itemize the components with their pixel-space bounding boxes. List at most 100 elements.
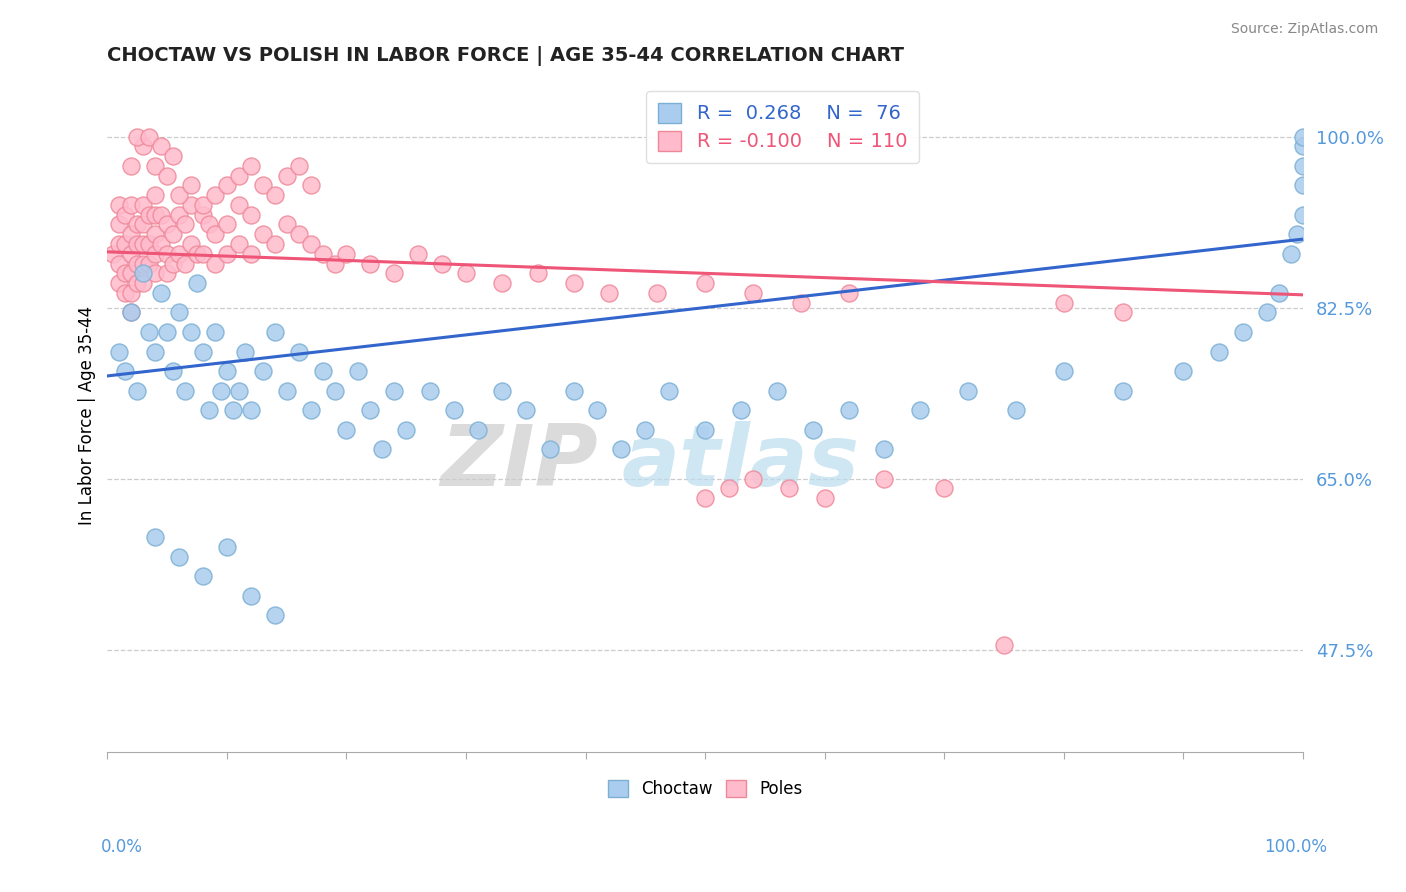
Point — [263, 608, 285, 623]
Point — [765, 384, 787, 398]
Point — [443, 403, 465, 417]
Point — [132, 276, 155, 290]
Point — [114, 208, 136, 222]
Point — [1292, 129, 1315, 144]
Point — [215, 247, 238, 261]
Point — [222, 403, 245, 417]
Legend: Choctaw, Poles: Choctaw, Poles — [600, 773, 808, 805]
Point — [204, 256, 226, 270]
Point — [143, 344, 166, 359]
Point — [645, 285, 668, 300]
Point — [382, 384, 405, 398]
Point — [610, 442, 633, 457]
Text: ZIP: ZIP — [440, 421, 598, 504]
Point — [910, 403, 932, 417]
Point — [127, 384, 149, 398]
Point — [934, 481, 956, 495]
Point — [127, 276, 149, 290]
Point — [162, 149, 184, 163]
Point — [693, 276, 716, 290]
Point — [1256, 305, 1278, 319]
Point — [114, 364, 136, 378]
Point — [191, 344, 214, 359]
Point — [167, 247, 190, 261]
Point — [1112, 384, 1135, 398]
Point — [467, 423, 489, 437]
Point — [239, 589, 262, 603]
Y-axis label: In Labor Force | Age 35-44: In Labor Force | Age 35-44 — [79, 305, 96, 524]
Point — [598, 285, 620, 300]
Point — [838, 403, 860, 417]
Point — [239, 403, 262, 417]
Point — [108, 198, 131, 212]
Point — [1292, 178, 1315, 193]
Point — [717, 481, 740, 495]
Point — [233, 344, 256, 359]
Point — [162, 364, 184, 378]
Point — [873, 442, 896, 457]
Point — [114, 237, 136, 252]
Point — [359, 256, 381, 270]
Point — [167, 305, 190, 319]
Point — [454, 266, 477, 280]
Point — [287, 344, 309, 359]
Point — [515, 403, 537, 417]
Point — [395, 423, 418, 437]
Point — [299, 178, 322, 193]
Point — [382, 266, 405, 280]
Point — [263, 325, 285, 339]
Point — [215, 364, 238, 378]
Point — [406, 247, 429, 261]
Point — [120, 198, 142, 212]
Point — [263, 188, 285, 202]
Point — [120, 227, 142, 242]
Point — [198, 218, 221, 232]
Point — [132, 266, 155, 280]
Point — [789, 295, 811, 310]
Point — [120, 305, 142, 319]
Text: CHOCTAW VS POLISH IN LABOR FORCE | AGE 35-44 CORRELATION CHART: CHOCTAW VS POLISH IN LABOR FORCE | AGE 3… — [107, 46, 904, 66]
Point — [108, 256, 131, 270]
Point — [150, 285, 173, 300]
Point — [204, 188, 226, 202]
Point — [562, 276, 585, 290]
Point — [371, 442, 394, 457]
Point — [1208, 344, 1230, 359]
Point — [156, 169, 179, 183]
Point — [143, 208, 166, 222]
Point — [127, 218, 149, 232]
Point — [198, 403, 221, 417]
Point — [335, 247, 357, 261]
Point — [801, 423, 824, 437]
Point — [658, 384, 681, 398]
Text: 0.0%: 0.0% — [101, 838, 143, 855]
Point — [191, 198, 214, 212]
Point — [239, 247, 262, 261]
Point — [127, 129, 149, 144]
Point — [1053, 295, 1076, 310]
Point — [138, 208, 160, 222]
Point — [191, 208, 214, 222]
Point — [174, 384, 197, 398]
Point — [1232, 325, 1254, 339]
Point — [730, 403, 752, 417]
Point — [252, 227, 274, 242]
Point — [108, 237, 131, 252]
Point — [150, 139, 173, 153]
Point — [132, 256, 155, 270]
Point — [138, 256, 160, 270]
Point — [1268, 285, 1291, 300]
Point — [347, 364, 370, 378]
Point — [127, 237, 149, 252]
Point — [276, 218, 298, 232]
Point — [228, 198, 250, 212]
Point — [132, 218, 155, 232]
Point — [491, 384, 513, 398]
Point — [150, 237, 173, 252]
Point — [1292, 208, 1315, 222]
Point — [103, 247, 125, 261]
Point — [191, 247, 214, 261]
Point — [311, 247, 333, 261]
Point — [167, 549, 190, 564]
Point — [143, 227, 166, 242]
